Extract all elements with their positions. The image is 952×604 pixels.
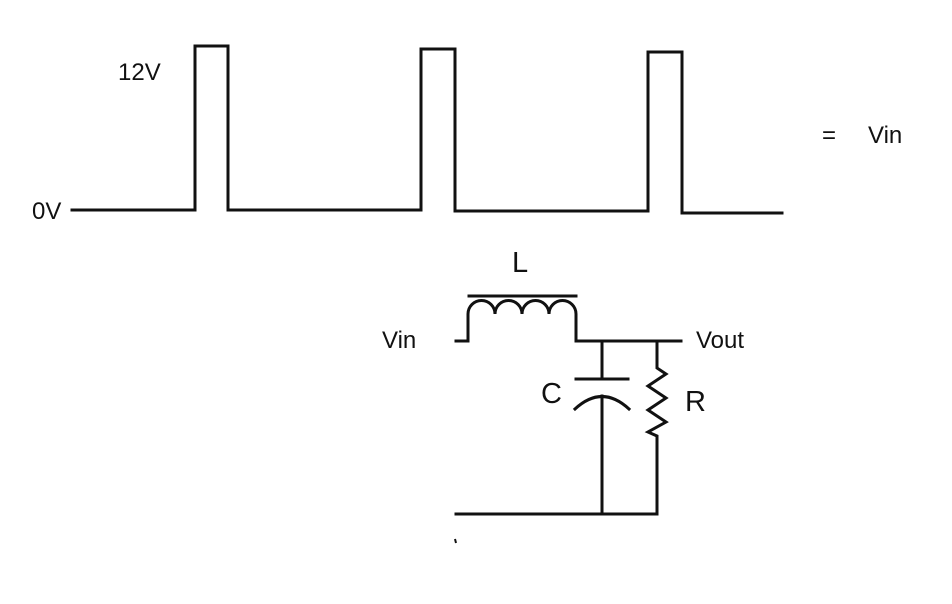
resistor-label: R	[685, 386, 706, 418]
inductor-label: L	[512, 247, 528, 279]
high-level-label: 12V	[118, 59, 161, 86]
input-terminal-label: Vin	[382, 327, 416, 354]
lc-filter-circuit: L C R Vin Vout	[382, 247, 744, 544]
waveform-trace	[70, 44, 784, 215]
waveform-equation: = Vin	[822, 122, 902, 149]
capacitor: C	[541, 339, 632, 516]
resistor: R	[644, 339, 706, 516]
pulse-waveform: 12V 0V	[32, 44, 784, 225]
resistor-zigzag	[644, 339, 669, 516]
output-terminal-label: Vout	[696, 327, 744, 354]
equation-vin-label: Vin	[868, 122, 902, 149]
capacitor-label: C	[541, 378, 562, 410]
stray-tick	[454, 538, 457, 544]
low-level-label: 0V	[32, 198, 61, 225]
inductor-coil	[454, 299, 578, 343]
equals-sign: =	[822, 122, 836, 149]
inductor: L	[454, 247, 578, 343]
